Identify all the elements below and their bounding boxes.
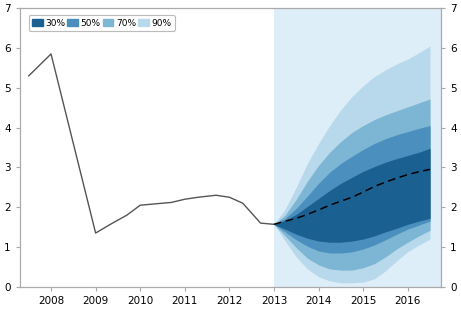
Bar [274,8,441,287]
Legend: 30%, 50%, 70%, 90%: 30%, 50%, 70%, 90% [29,16,175,31]
